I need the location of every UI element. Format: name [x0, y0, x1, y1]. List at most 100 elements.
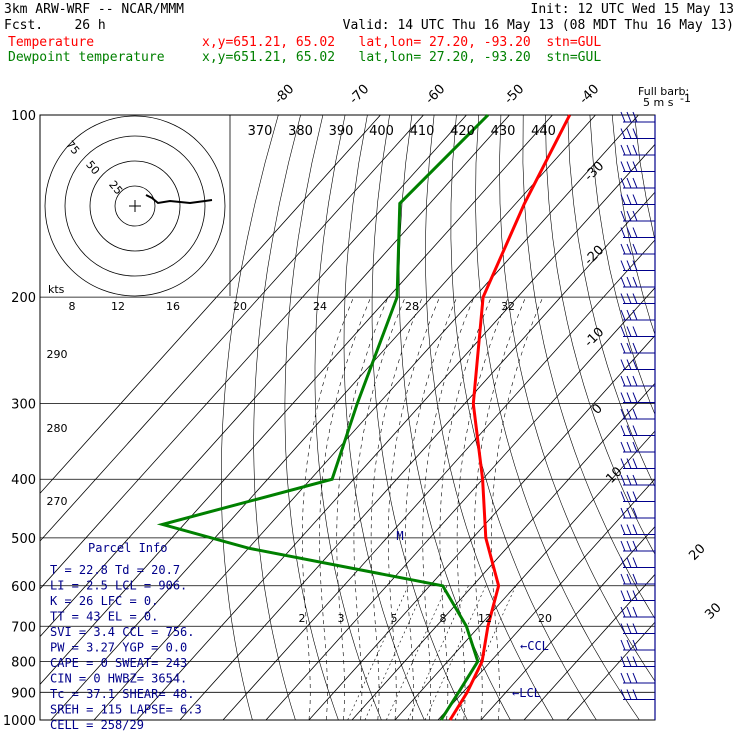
dry-adiabat-line	[284, 115, 339, 720]
wind-barb-flag	[626, 194, 632, 205]
parcel-info-row: CAPE = 0 SWEAT= 243	[50, 656, 187, 670]
wind-barb-flag	[632, 491, 638, 502]
wind-barb-flag	[626, 474, 632, 486]
wind-barb-flag	[620, 425, 626, 436]
parcel-info-row: TT = 43 EL = 0.	[50, 610, 158, 624]
sounding-lines	[156, 113, 572, 721]
mixing-ratio-label: 3	[338, 612, 345, 625]
dry-adiabat-line	[724, 115, 740, 720]
moist-adiabat-line	[473, 296, 526, 720]
pressure-label: 300	[11, 398, 36, 413]
wind-barb-flag	[620, 260, 626, 271]
parcel-info-row: T = 22.8 Td = 20.7	[50, 563, 180, 577]
moist-adiabat-line	[456, 296, 509, 720]
hodograph-ring-label: 25	[106, 178, 125, 197]
dry-adiabat-line	[343, 115, 425, 720]
wind-barb-flag	[632, 359, 638, 370]
wind-barb-flag	[626, 524, 632, 535]
parcel-info-row: SVI = 3.4 CCL = 756.	[50, 625, 195, 639]
wind-barb-flag	[632, 573, 638, 585]
forecast-hour: Fcst. 26 h	[4, 18, 106, 33]
wind-barb-flag	[632, 606, 638, 618]
wind-barb-flag	[632, 672, 638, 684]
wind-barb-flag	[632, 557, 638, 568]
wind-barb-flag	[632, 326, 638, 337]
moist-adiabat-line	[301, 296, 354, 720]
wind-barb-flag	[620, 276, 626, 288]
wind-barb-flag	[626, 227, 632, 238]
wind-barb-flag	[632, 441, 638, 453]
dry-adiabat-line	[314, 115, 382, 720]
moist-adiabat-line	[491, 296, 544, 720]
wind-barb-flag	[632, 128, 638, 139]
pressure-label: 400	[11, 473, 36, 488]
wind-barb-flag	[632, 656, 638, 667]
dry-adiabat-line	[567, 115, 655, 488]
isotherm-line	[179, 191, 655, 720]
moist-adiabat-line	[353, 296, 406, 720]
pressure-label: 900	[11, 686, 36, 701]
moist-adiabat-line	[439, 296, 492, 720]
wind-barb-flag	[626, 425, 632, 436]
dry-adiabat-line	[425, 115, 554, 720]
wind-barb-flag	[620, 392, 626, 403]
parcel-info-row: PW = 3.27 YGP = 0.0	[50, 641, 187, 655]
wind-barb-flag	[620, 408, 626, 420]
lcl-marker: ←LCL	[512, 686, 541, 700]
barb-legend-unit: 5 m s	[643, 96, 674, 109]
dry-adiabat-line	[679, 115, 740, 720]
isotherm-label: 20	[686, 541, 708, 563]
height-label: 290	[47, 348, 68, 361]
hodograph-scale-label: 32	[501, 300, 515, 313]
wind-barb-flag	[632, 194, 638, 205]
height-label: 280	[47, 422, 68, 435]
pressure-label: 1000	[3, 714, 36, 729]
wind-barb-flag	[626, 342, 632, 354]
wind-barb-flag	[620, 524, 626, 535]
chart-grid	[39, 114, 740, 721]
mixing-ratio-label: 8	[440, 612, 447, 625]
wind-barb-flag	[632, 293, 638, 304]
isotherm-line	[40, 115, 467, 590]
mixing-ratio-label: 20	[538, 612, 552, 625]
wind-barb-flag	[620, 623, 626, 634]
temperature-legend-info: x,y=651.21, 65.02 lat,lon= 27.20, -93.20…	[202, 35, 602, 50]
wind-barb-flag	[620, 573, 626, 585]
theta-label: 380	[288, 124, 313, 139]
dewpoint-legend-label: Dewpoint temperature	[8, 50, 165, 65]
wind-barb-flag	[632, 161, 638, 172]
isotherm-line	[480, 526, 655, 720]
theta-label: 420	[450, 124, 475, 139]
isotherm-label: -60	[423, 82, 449, 108]
pressure-label: 800	[11, 655, 36, 670]
wind-barb-flag	[620, 111, 626, 123]
theta-label: 430	[491, 124, 516, 139]
wind-barb-flag	[626, 375, 632, 387]
dry-adiabat-line	[371, 115, 468, 720]
hodograph-ring-label: 75	[63, 138, 82, 157]
wind-barb-flag	[626, 507, 632, 519]
isotherm-line	[222, 239, 655, 720]
moist-adiabat-line	[370, 296, 423, 720]
grid-clipped	[40, 115, 740, 720]
wind-barb-flag	[626, 260, 632, 271]
hodograph-trace	[145, 194, 213, 205]
wind-barb-flag	[620, 375, 626, 387]
wind-barb-flag	[632, 375, 638, 387]
wind-barb-flag	[626, 392, 632, 403]
dry-adiabat-line	[634, 115, 655, 242]
wind-barb-flag	[620, 689, 626, 700]
dewpoint-legend-info: x,y=651.21, 65.02 lat,lon= 27.20, -93.20…	[202, 50, 602, 65]
dry-adiabat-line	[611, 115, 655, 336]
wind-barb-flag	[626, 689, 632, 700]
hodograph-ring-outer	[44, 115, 226, 297]
wind-barb-flag	[632, 689, 638, 700]
wind-barb-flag	[632, 623, 638, 634]
mixing-ratio-label: 5	[391, 612, 398, 625]
wind-barb-flag	[626, 326, 632, 337]
isotherm-line	[265, 287, 655, 720]
wind-barb-flag	[620, 128, 626, 139]
wind-barb-flag	[626, 573, 632, 585]
